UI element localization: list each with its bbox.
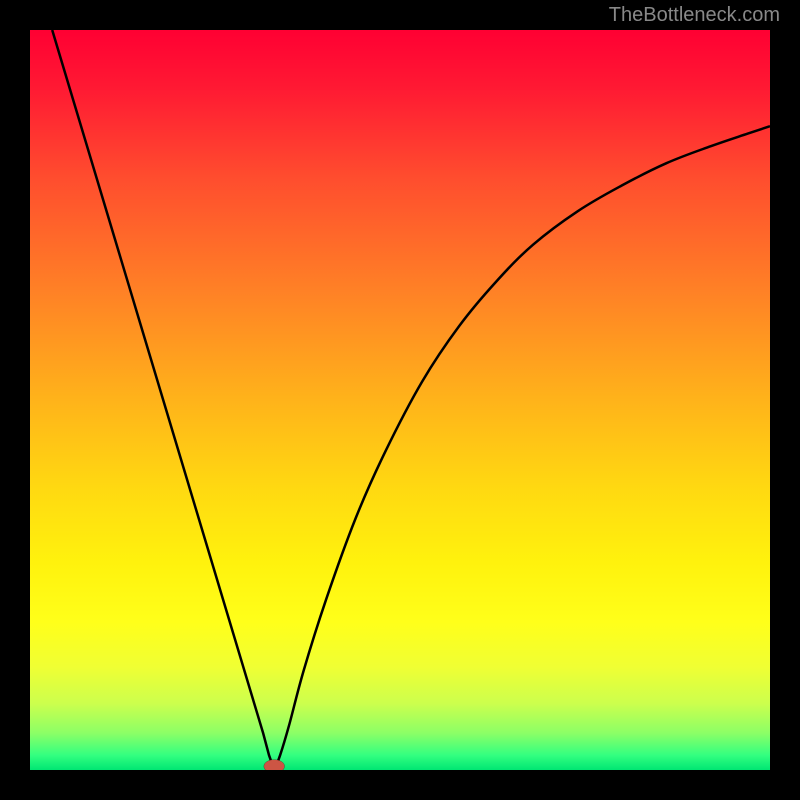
gradient-background [30, 30, 770, 770]
watermark-text: TheBottleneck.com [609, 4, 780, 27]
chart-svg [30, 30, 770, 770]
bottleneck-chart [30, 30, 770, 770]
